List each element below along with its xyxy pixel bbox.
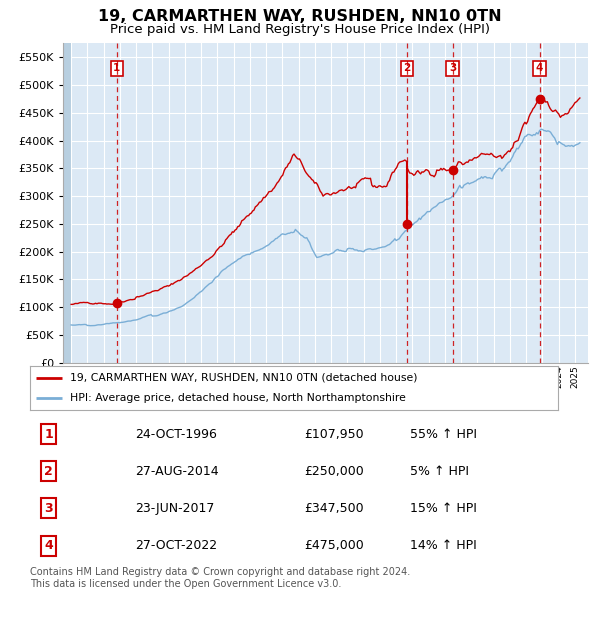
Text: Contains HM Land Registry data © Crown copyright and database right 2024.
This d: Contains HM Land Registry data © Crown c…	[30, 567, 410, 589]
Text: 23-JUN-2017: 23-JUN-2017	[136, 502, 215, 515]
Text: 1: 1	[44, 428, 53, 440]
Text: 19, CARMARTHEN WAY, RUSHDEN, NN10 0TN: 19, CARMARTHEN WAY, RUSHDEN, NN10 0TN	[98, 9, 502, 24]
Text: 2: 2	[403, 63, 410, 73]
Text: 1: 1	[113, 63, 121, 73]
Text: 4: 4	[44, 539, 53, 552]
Text: 3: 3	[449, 63, 456, 73]
Bar	[63, 43, 71, 363]
Text: £107,950: £107,950	[305, 428, 364, 440]
Text: 15% ↑ HPI: 15% ↑ HPI	[410, 502, 477, 515]
Text: Price paid vs. HM Land Registry's House Price Index (HPI): Price paid vs. HM Land Registry's House …	[110, 23, 490, 36]
Text: £347,500: £347,500	[305, 502, 364, 515]
Text: 27-OCT-2022: 27-OCT-2022	[136, 539, 218, 552]
Text: 24-OCT-1996: 24-OCT-1996	[136, 428, 217, 440]
Text: 5% ↑ HPI: 5% ↑ HPI	[410, 465, 469, 477]
Text: HPI: Average price, detached house, North Northamptonshire: HPI: Average price, detached house, Nort…	[70, 393, 406, 404]
Text: 27-AUG-2014: 27-AUG-2014	[136, 465, 219, 477]
Text: 14% ↑ HPI: 14% ↑ HPI	[410, 539, 477, 552]
Text: 55% ↑ HPI: 55% ↑ HPI	[410, 428, 477, 440]
Text: £250,000: £250,000	[305, 465, 364, 477]
Text: 19, CARMARTHEN WAY, RUSHDEN, NN10 0TN (detached house): 19, CARMARTHEN WAY, RUSHDEN, NN10 0TN (d…	[70, 373, 417, 383]
Text: £475,000: £475,000	[305, 539, 364, 552]
Text: 2: 2	[44, 465, 53, 477]
Text: 4: 4	[536, 63, 543, 73]
Text: 3: 3	[44, 502, 53, 515]
